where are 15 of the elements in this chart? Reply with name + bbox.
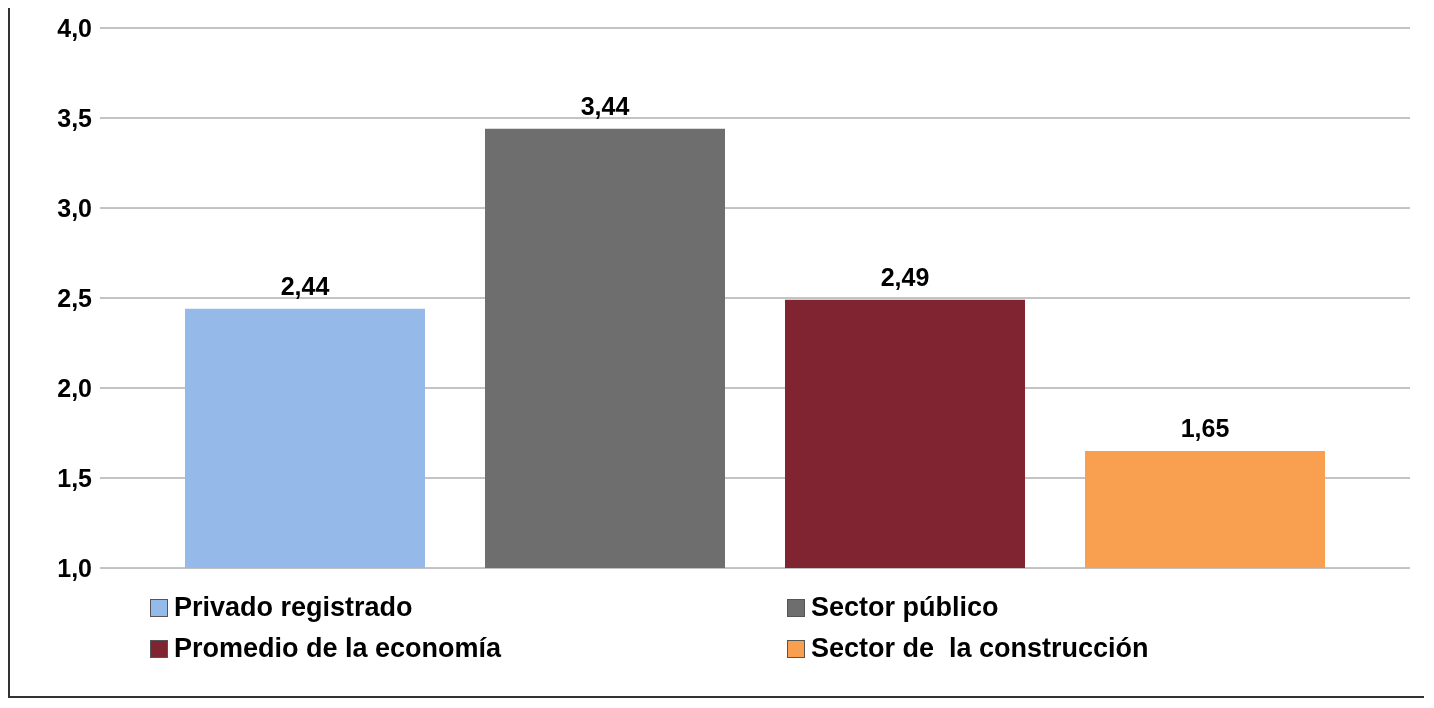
legend-label: Sector de la construcción <box>811 633 1149 664</box>
y-tick-label: 2,5 <box>57 283 93 312</box>
data-label: 1,65 <box>1180 414 1230 442</box>
legend-label: Sector público <box>811 592 999 623</box>
y-tick-label: 3,0 <box>57 193 92 222</box>
y-tick-label: 1,0 <box>57 553 92 582</box>
y-tick-label: 3,5 <box>57 103 93 132</box>
y-tick-label: 4,0 <box>57 13 92 42</box>
legend-label: Promedio de la economía <box>174 633 502 664</box>
data-label: 3,44 <box>580 91 630 120</box>
data-label: 2,49 <box>880 262 930 291</box>
y-tick-label: 1,5 <box>57 463 93 492</box>
y-tick-label: 2,0 <box>57 373 92 402</box>
data-label: 2,44 <box>280 271 330 300</box>
legend-label: Privado registrado <box>174 592 413 623</box>
